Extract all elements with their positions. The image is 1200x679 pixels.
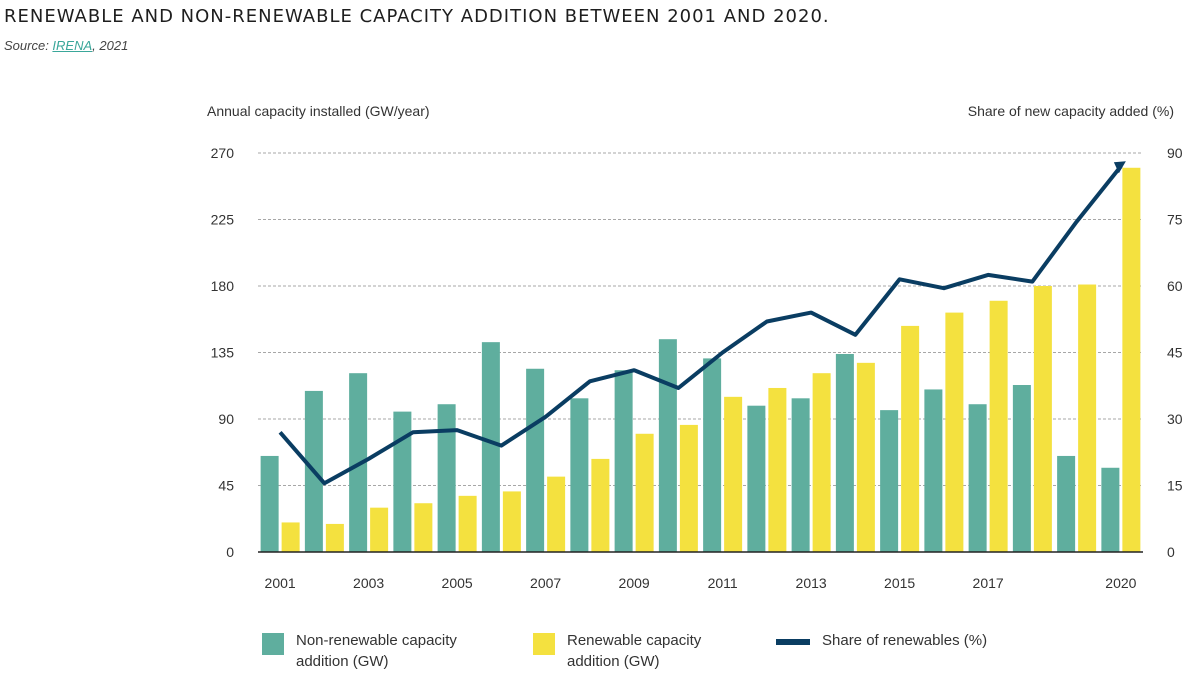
chart-title: RENEWABLE AND NON-RENEWABLE CAPACITY ADD… [4, 6, 830, 27]
x-tick-label: 2013 [796, 575, 827, 591]
source-suffix: , 2021 [92, 38, 129, 53]
x-tick-label: 2017 [973, 575, 1004, 591]
bar-nonrenewable [791, 398, 810, 552]
bar-renewable [370, 507, 389, 552]
bar-nonrenewable [570, 398, 589, 552]
x-tick-label: 2001 [265, 575, 296, 591]
x-tick-label: 2015 [884, 575, 915, 591]
legend-item-renewable: Renewable capacity addition (GW) [533, 630, 757, 672]
bar-renewable [945, 312, 964, 552]
bar-renewable [856, 362, 875, 552]
y-axis-left-title: Annual capacity installed (GW/year) [207, 103, 430, 119]
y-tick-right: 90 [1167, 145, 1183, 161]
y-tick-right: 75 [1167, 212, 1183, 228]
bar-nonrenewable [1012, 385, 1031, 552]
bar-renewable [414, 503, 433, 552]
x-tick-label: 2003 [353, 575, 384, 591]
bar-nonrenewable [393, 411, 412, 552]
legend-item-share: Share of renewables (%) [776, 630, 1012, 651]
bar-renewable [768, 387, 787, 552]
x-tick-label: 2009 [619, 575, 650, 591]
chart-source: Source: IRENA, 2021 [4, 38, 128, 53]
y-tick-left: 90 [218, 411, 234, 427]
bar-renewable [281, 522, 300, 552]
bar-nonrenewable [260, 455, 279, 552]
bar-renewable [679, 424, 698, 552]
bar-nonrenewable [526, 368, 545, 552]
legend-label-renewable: Renewable capacity addition (GW) [567, 632, 702, 670]
bar-renewable [901, 325, 920, 552]
bar-renewable [724, 396, 743, 552]
bar-renewable [547, 476, 566, 552]
x-tick-label: 2007 [530, 575, 561, 591]
bar-renewable [1078, 284, 1097, 552]
x-tick-label: 2005 [442, 575, 473, 591]
bar-nonrenewable [924, 389, 943, 552]
x-tick-label: 2011 [708, 575, 738, 591]
bar-nonrenewable [614, 370, 633, 552]
bar-nonrenewable [747, 405, 766, 552]
bar-renewable [1122, 167, 1141, 552]
legend-swatch-renewable [533, 633, 555, 655]
share-line-arrowhead [1113, 161, 1126, 174]
legend-swatch-nonrenewable [262, 633, 284, 655]
y-tick-left: 180 [211, 278, 235, 294]
y-tick-right: 15 [1167, 478, 1183, 494]
y-tick-left: 45 [218, 478, 234, 494]
bar-renewable [989, 300, 1008, 552]
bar-renewable [502, 491, 521, 552]
bar-nonrenewable [703, 358, 722, 552]
y-tick-right: 0 [1167, 544, 1175, 560]
bar-nonrenewable [1101, 467, 1120, 552]
bar-nonrenewable [968, 404, 987, 552]
legend-label-share: Share of renewables (%) [822, 632, 988, 649]
legend-item-nonrenewable: Non-renewable capacity addition (GW) [262, 630, 486, 672]
bar-nonrenewable [835, 353, 854, 552]
y-axis-right-title: Share of new capacity added (%) [968, 103, 1174, 119]
bar-nonrenewable [658, 339, 677, 552]
y-tick-right: 45 [1167, 345, 1183, 361]
share-of-renewables-line [278, 165, 1123, 486]
bar-renewable [591, 458, 610, 552]
legend-line-share [776, 639, 810, 645]
source-prefix: Source: [4, 38, 53, 53]
source-link[interactable]: IRENA [52, 38, 93, 53]
y-tick-left: 225 [211, 212, 235, 228]
y-tick-right: 30 [1167, 411, 1183, 427]
bar-renewable [812, 373, 831, 552]
bar-nonrenewable [437, 404, 456, 552]
bar-nonrenewable [1057, 455, 1076, 552]
bar-renewable [635, 433, 654, 552]
bar-renewable [458, 495, 477, 552]
bar-nonrenewable [880, 410, 899, 552]
y-tick-left: 135 [211, 345, 235, 361]
bar-renewable [325, 523, 344, 552]
y-tick-right: 60 [1167, 278, 1183, 294]
bar-renewable [1033, 286, 1052, 552]
y-tick-left: 0 [226, 544, 234, 560]
legend-label-nonrenewable: Non-renewable capacity addition (GW) [296, 632, 457, 670]
x-tick-label: 2020 [1105, 575, 1136, 591]
bar-nonrenewable [481, 342, 500, 552]
y-tick-left: 270 [211, 145, 235, 161]
